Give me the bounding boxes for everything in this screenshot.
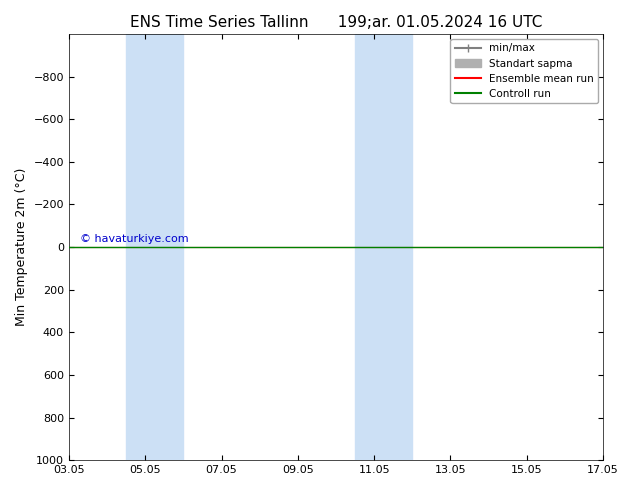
Y-axis label: Min Temperature 2m (°C): Min Temperature 2m (°C) — [15, 168, 28, 326]
Legend: min/max, Standart sapma, Ensemble mean run, Controll run: min/max, Standart sapma, Ensemble mean r… — [451, 39, 598, 103]
Bar — [355, 34, 412, 460]
Title: ENS Time Series Tallinn      199;ar. 01.05.2024 16 UTC: ENS Time Series Tallinn 199;ar. 01.05.20… — [130, 15, 542, 30]
Text: © havaturkiye.com: © havaturkiye.com — [80, 234, 188, 244]
Bar — [126, 34, 183, 460]
